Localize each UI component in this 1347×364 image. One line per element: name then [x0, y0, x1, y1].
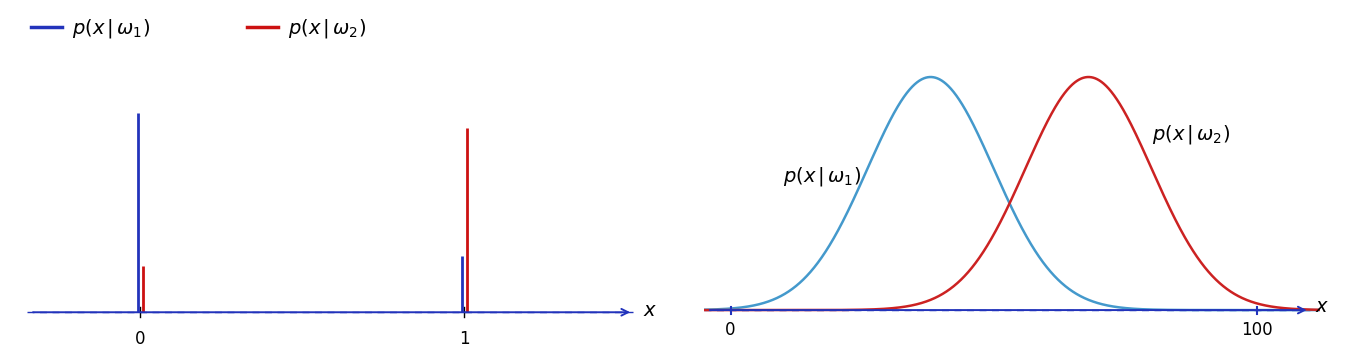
Text: $p(x\,|\,\omega_1)$: $p(x\,|\,\omega_1)$ — [783, 165, 861, 189]
Legend: $p(x\,|\,\omega_1)$, $p(x\,|\,\omega_2)$: $p(x\,|\,\omega_1)$, $p(x\,|\,\omega_2)$ — [23, 10, 373, 48]
Text: $x$: $x$ — [643, 301, 657, 320]
Text: 1: 1 — [459, 330, 470, 348]
Text: 0: 0 — [725, 321, 735, 339]
Text: 100: 100 — [1241, 321, 1273, 339]
Text: $x$: $x$ — [1315, 297, 1329, 316]
Text: $p(x\,|\,\omega_2)$: $p(x\,|\,\omega_2)$ — [1152, 123, 1230, 146]
Text: 0: 0 — [135, 330, 145, 348]
